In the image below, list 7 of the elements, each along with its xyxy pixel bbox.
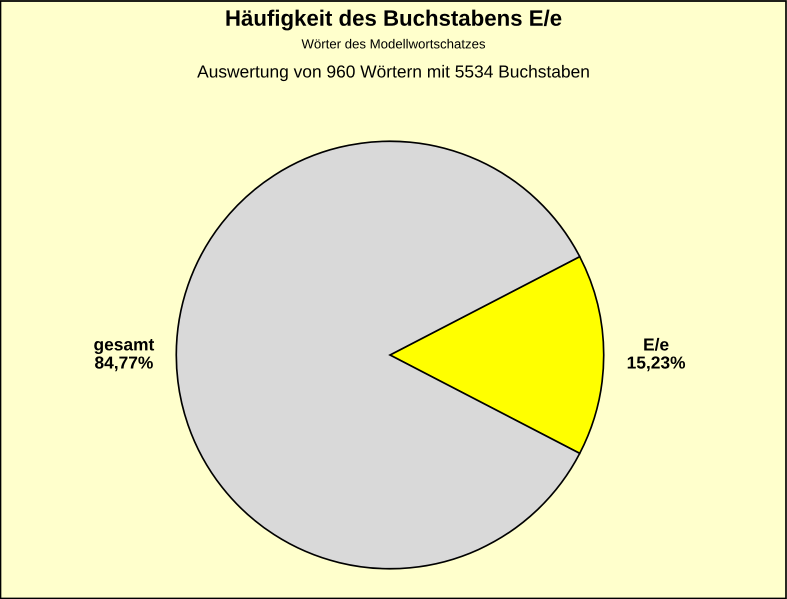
- slice-label: gesamt: [94, 339, 154, 354]
- data-label: 84,77%: [95, 356, 153, 372]
- data-label: 15,23%: [628, 356, 686, 372]
- chart-subtitle: Wörter des Modellwortschatzes: [302, 38, 486, 49]
- text: Auswertung von 960 Wörtern mit 5534 Buchstaben: [197, 64, 589, 82]
- slice-label: E/e: [644, 338, 669, 351]
- chart-title: Häufigkeit des Buchstabens E/e: [226, 10, 562, 30]
